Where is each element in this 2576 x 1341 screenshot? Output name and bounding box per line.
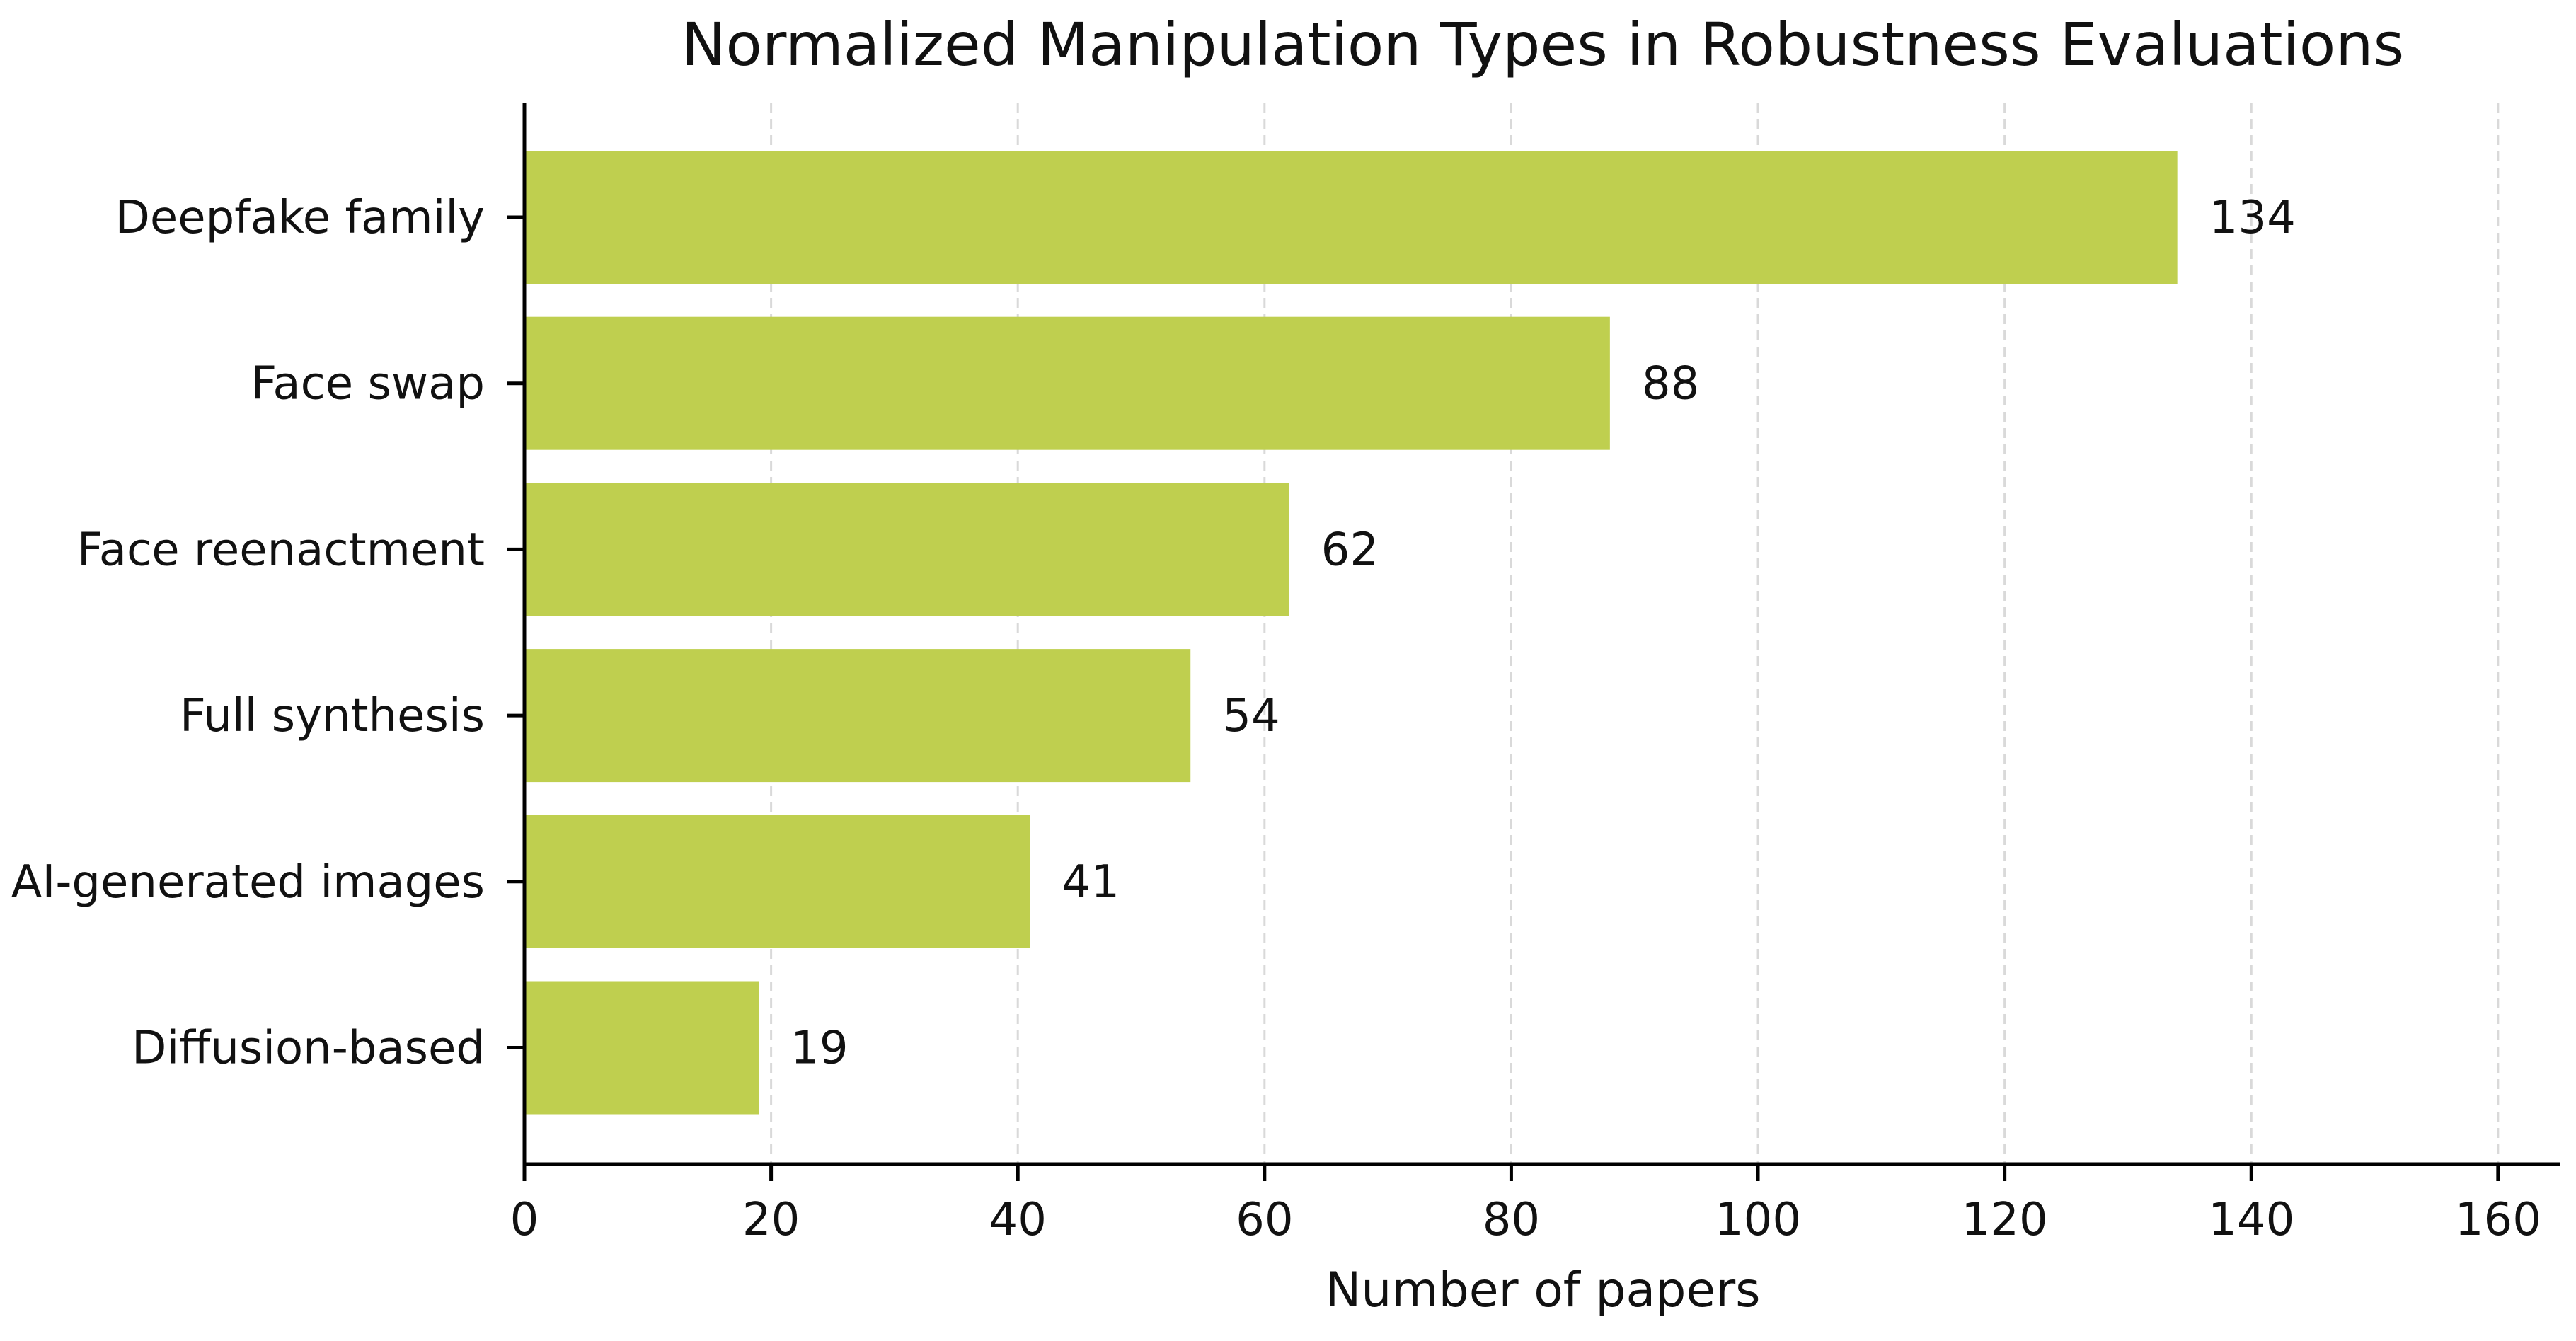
value-label-4: 41 — [1062, 856, 1120, 909]
y-tick-label-1: Face swap — [251, 358, 485, 410]
chart-title: Normalized Manipulation Types in Robustn… — [682, 10, 2405, 79]
y-tick-label-4: AI-generated images — [11, 856, 485, 909]
axes — [507, 103, 2560, 1181]
y-tick-label-3: Full synthesis — [180, 690, 485, 742]
bars — [524, 151, 2178, 1115]
x-tick-label-40: 40 — [989, 1194, 1046, 1246]
x-tick-label-20: 20 — [742, 1194, 800, 1246]
bar-0 — [524, 151, 2178, 284]
y-tick-label-2: Face reenactment — [77, 524, 485, 576]
x-tick-label-100: 100 — [1715, 1194, 1801, 1246]
x-tick-label-120: 120 — [1962, 1194, 2048, 1246]
labels: 134 Deepfake family 88 Face swap 62 Face reen… — [11, 192, 2541, 1246]
bar-1 — [524, 316, 1610, 450]
x-tick-label-80: 80 — [1483, 1194, 1540, 1246]
value-label-2: 62 — [1321, 524, 1379, 576]
x-tick-label-160: 160 — [2455, 1194, 2541, 1246]
x-tick-label-140: 140 — [2208, 1194, 2294, 1246]
bar-3 — [524, 649, 1191, 783]
y-tick-label-5: Diffusion-based — [132, 1023, 485, 1075]
bar-5 — [524, 981, 759, 1115]
value-label-3: 54 — [1222, 690, 1280, 742]
x-axis-label: Number of papers — [1325, 1262, 1760, 1318]
value-label-0: 134 — [2209, 192, 2296, 244]
value-label-1: 88 — [1642, 358, 1699, 410]
y-tick-label-0: Deepfake family — [115, 192, 485, 244]
gridlines — [770, 103, 2500, 1164]
x-tick-label-0: 0 — [510, 1194, 539, 1246]
x-tick-label-60: 60 — [1236, 1194, 1293, 1246]
value-label-5: 19 — [790, 1023, 848, 1075]
bar-2 — [524, 483, 1289, 616]
bar-4 — [524, 815, 1030, 948]
